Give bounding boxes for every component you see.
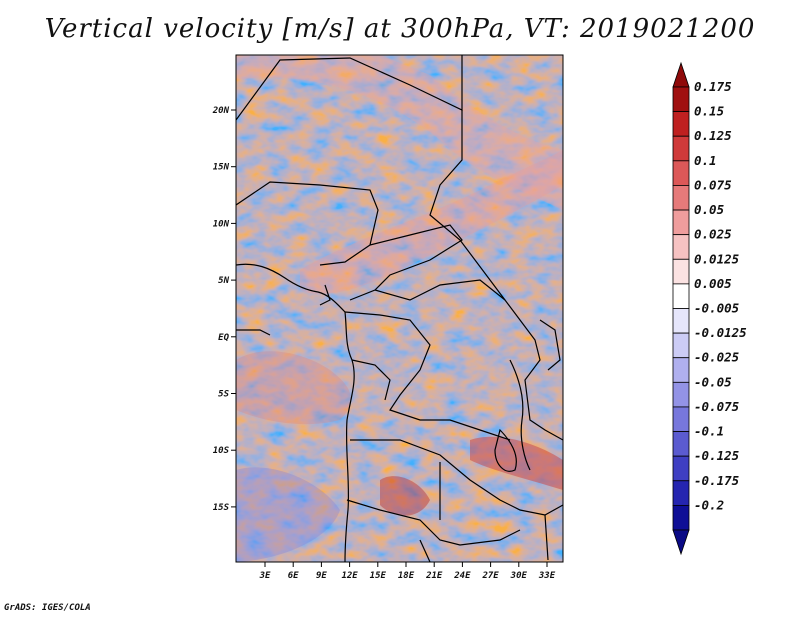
colorbar-level-label: -0.075: [694, 399, 740, 414]
colorbar-swatch: [672, 381, 690, 408]
colorbar-swatch: [672, 209, 690, 236]
lat-label: EQ: [218, 333, 229, 343]
lat-label: 5S: [218, 390, 229, 400]
lon-axis: 3E 6E 9E 12E 15E 18E 21E 24E 27E 30E 33E: [259, 562, 556, 581]
colorbar-swatch: [672, 111, 690, 137]
colorbar-swatch: [672, 406, 690, 432]
colorbar-level-label: -0.025: [694, 350, 740, 365]
map-figure: 20N 15N 10N 5N EQ 5S 10S 15S 3E 6E 9E 12E 15E 18E 21E…: [212, 54, 747, 581]
colorbar-level-label: 0.075: [694, 177, 732, 192]
lon-label: 12E: [341, 571, 358, 581]
colorbar-level-label: -0.1: [694, 424, 724, 439]
lat-axis: 20N 15N 10N 5N EQ 5S 10S 15S: [212, 106, 236, 513]
lon-label: 24E: [453, 571, 471, 581]
colorbar-swatch: [672, 431, 690, 457]
colorbar-level-label: 0.15: [694, 104, 725, 119]
lon-label: 30E: [510, 571, 528, 581]
colorbar-level-label: 0.125: [694, 128, 732, 143]
colorbar-swatch: [672, 357, 690, 383]
lat-label: 15S: [213, 503, 230, 513]
lat-label: 10N: [213, 219, 230, 229]
colorbar-top-arrow: [672, 61, 690, 88]
colorbar-swatch: [672, 308, 690, 334]
colorbar-swatch: [672, 504, 690, 531]
colorbar-swatch: [672, 160, 690, 186]
lat-label: 5N: [218, 276, 229, 286]
colorbar-level-label: -0.125: [694, 448, 740, 463]
country-borders: [236, 55, 563, 562]
lon-label: 27E: [481, 571, 499, 581]
colorbar-swatch: [672, 185, 690, 211]
colorbar-swatch: [672, 332, 690, 359]
lat-label: 20N: [212, 106, 230, 116]
colorbar-level-label: -0.2: [694, 497, 724, 512]
lon-label: 18E: [398, 571, 415, 581]
colorbar-swatch: [672, 86, 690, 113]
colorbar-level-label: -0.175: [694, 473, 740, 488]
colorbar-swatch: [672, 480, 690, 506]
colorbar-level-label: 0.1: [694, 153, 717, 168]
lon-label: 15E: [370, 571, 387, 581]
colorbar-swatch: [672, 258, 690, 285]
lat-label: 10S: [213, 446, 230, 456]
grads-credit: GrADS: IGES/COLA: [4, 603, 91, 613]
colorbar-swatch: [672, 455, 690, 482]
lon-label: 6E: [288, 571, 299, 581]
colorbar-level-label: 0.0125: [694, 251, 740, 266]
colorbar-swatch: [672, 283, 690, 309]
colorbar-level-label: 0.175: [694, 79, 732, 94]
colorbar-bottom-arrow: [672, 529, 690, 556]
colorbar-swatch: [672, 135, 690, 162]
lon-label: 9E: [316, 571, 327, 581]
lon-label: 33E: [538, 571, 556, 581]
colorbar-level-label: -0.005: [694, 301, 740, 316]
velocity-field: [236, 55, 563, 562]
colorbar-swatch: [672, 234, 690, 260]
lon-label: 21E: [425, 571, 443, 581]
colorbar: 0.175 0.15 0.125 0.1 0.075 0.05 0.025 0.0125 0.0…: [672, 61, 747, 556]
colorbar-level-label: 0.05: [694, 202, 725, 217]
chart-title: Vertical velocity [m/s] at 300hPa, VT: 2…: [44, 14, 756, 44]
colorbar-level-label: 0.025: [694, 227, 732, 242]
colorbar-level-label: -0.0125: [694, 325, 747, 340]
colorbar-level-label: 0.005: [694, 276, 732, 291]
lon-label: 3E: [259, 571, 271, 581]
colorbar-level-label: -0.05: [694, 374, 732, 389]
lat-label: 15N: [213, 163, 230, 173]
map-frame: [235, 54, 564, 563]
